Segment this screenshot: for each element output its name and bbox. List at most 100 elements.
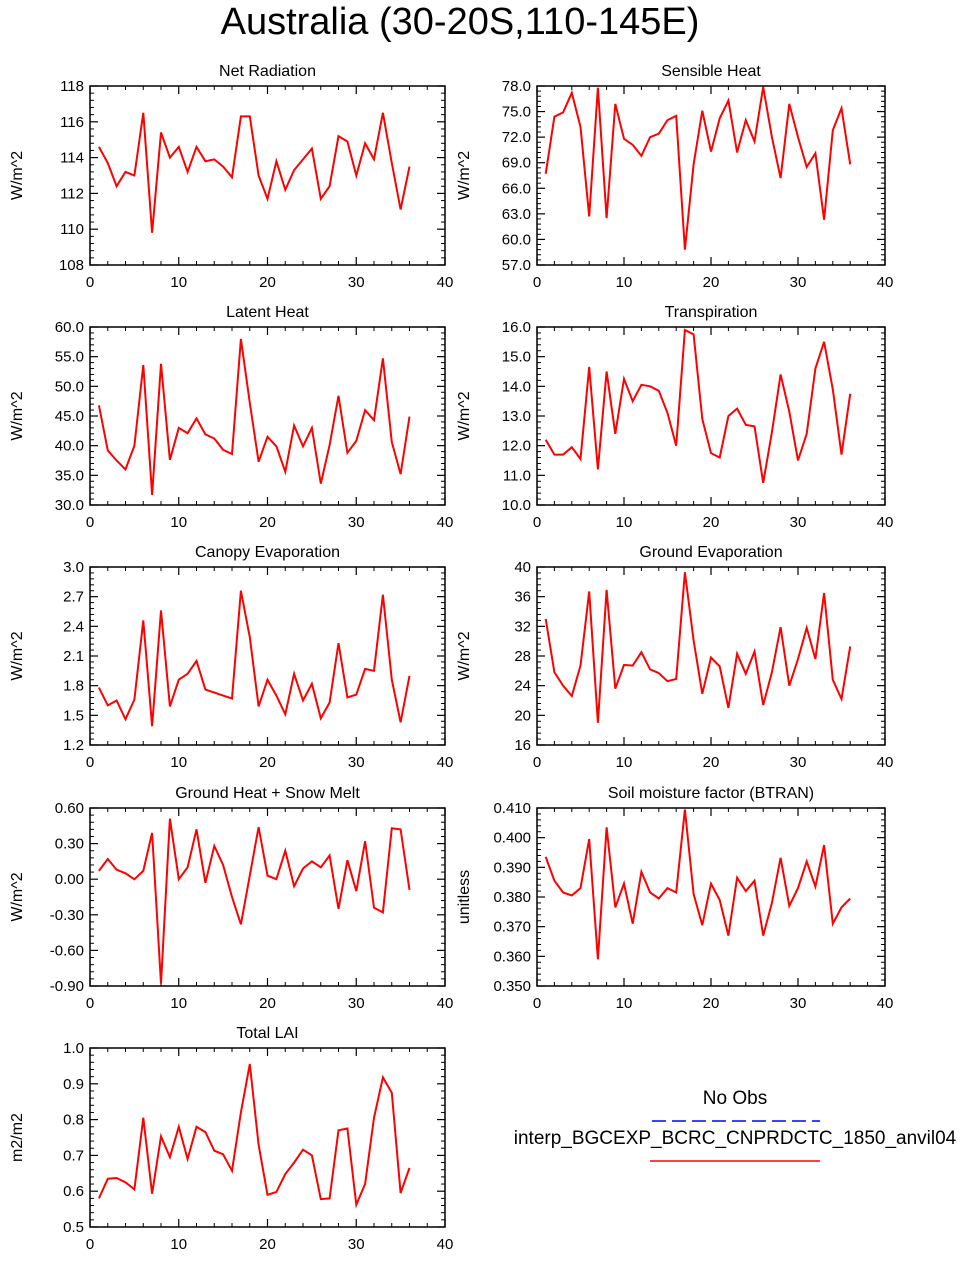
y-tick-label: 30.0 xyxy=(55,497,84,514)
y-tick-label: 60.0 xyxy=(502,231,531,248)
x-tick-label: 20 xyxy=(259,754,276,771)
y-tick-label: 0.30 xyxy=(55,836,84,853)
y-tick-label: 0.370 xyxy=(493,919,531,936)
chart-panel: 0 10 20 30 40 30.0 35.0 40.0 45.0 50.0 55.0 60.0 Lat… xyxy=(9,304,453,531)
plot-frame xyxy=(89,566,446,746)
series-line xyxy=(98,590,411,727)
chart-panel: 0 10 20 30 40 10.0 11.0 12.0 13.0 14.0 15.0 16.0 Tra… xyxy=(456,304,893,531)
panel-title: Latent Heat xyxy=(226,304,309,321)
y-tick-label: 15.0 xyxy=(502,349,531,366)
y-tick-label: 24 xyxy=(514,678,531,695)
panel-title: Canopy Evaporation xyxy=(195,544,340,561)
y-tick-label: 2.7 xyxy=(63,589,84,606)
x-tick-label: 40 xyxy=(877,274,894,291)
x-tick-label: 10 xyxy=(170,1236,187,1253)
x-tick-label: 20 xyxy=(703,754,720,771)
x-tick-label: 0 xyxy=(533,754,541,771)
panel-title: Soil moisture factor (BTRAN) xyxy=(608,785,814,802)
y-axis-label: W/m^2 xyxy=(9,631,26,680)
y-tick-label: 11.0 xyxy=(503,467,531,484)
y-tick-label: 0.360 xyxy=(493,948,531,965)
x-tick-label: 30 xyxy=(348,754,365,771)
x-tick-label: 30 xyxy=(790,754,807,771)
legend-obs-swatch xyxy=(652,1120,820,1122)
y-axis-label: unitless xyxy=(456,870,473,924)
y-tick-label: 75.0 xyxy=(502,104,531,121)
chart-panel: 0 10 20 30 40 1.2 1.5 1.8 2.1 2.4 2.7 3.0 Canopy Eva… xyxy=(9,544,453,771)
x-tick-label: 20 xyxy=(259,274,276,291)
y-tick-label: 32 xyxy=(514,618,531,635)
series-line xyxy=(98,112,411,233)
y-tick-label: 40 xyxy=(514,559,531,576)
y-tick-label: 0.8 xyxy=(63,1112,84,1129)
y-axis-label: W/m^2 xyxy=(9,151,26,200)
x-tick-label: 20 xyxy=(703,274,720,291)
y-axis-label: m2/m2 xyxy=(9,1113,26,1162)
panel-title: Net Radiation xyxy=(219,63,316,80)
y-tick-label: 78.0 xyxy=(502,78,531,95)
legend-model-swatch xyxy=(650,1160,820,1162)
panel-title: Sensible Heat xyxy=(661,63,761,80)
plot-frame xyxy=(89,1047,446,1228)
x-tick-label: 20 xyxy=(703,514,720,531)
y-tick-label: 13.0 xyxy=(502,408,531,425)
x-tick-label: 40 xyxy=(437,514,454,531)
y-tick-label: 60.0 xyxy=(55,319,84,336)
plot-frame xyxy=(536,807,886,987)
panel-title: Total LAI xyxy=(236,1025,298,1042)
y-tick-label: 114 xyxy=(60,150,84,167)
y-axis-label: W/m^2 xyxy=(456,391,473,440)
series-line xyxy=(98,818,411,984)
x-tick-label: 0 xyxy=(86,514,94,531)
y-axis-label: W/m^2 xyxy=(9,872,26,921)
y-tick-label: 72.0 xyxy=(502,129,531,146)
y-axis-label: W/m^2 xyxy=(456,151,473,200)
y-tick-label: 118 xyxy=(60,78,84,95)
y-tick-label: 1.2 xyxy=(63,737,84,754)
x-tick-label: 30 xyxy=(790,514,807,531)
y-tick-label: 20 xyxy=(514,707,531,724)
y-tick-label: 116 xyxy=(60,114,84,131)
series-line xyxy=(544,809,851,960)
legend-model-label: interp_BGCEXP_BCRC_CNPRDCTC_1850_anvil04 xyxy=(513,1128,957,1149)
y-tick-label: 69.0 xyxy=(502,155,531,172)
x-tick-label: 30 xyxy=(790,274,807,291)
y-tick-label: 0.6 xyxy=(63,1183,84,1200)
x-tick-label: 40 xyxy=(437,754,454,771)
x-tick-label: 30 xyxy=(348,274,365,291)
y-tick-label: 66.0 xyxy=(502,180,531,197)
y-tick-label: 0.410 xyxy=(493,800,531,817)
y-tick-label: 1.0 xyxy=(63,1040,84,1057)
legend-model: interp_BGCEXP_BCRC_CNPRDCTC_1850_anvil04 xyxy=(455,1128,969,1172)
x-tick-label: 20 xyxy=(703,995,720,1012)
y-tick-label: 63.0 xyxy=(502,206,531,223)
y-axis-label: W/m^2 xyxy=(9,391,26,440)
x-tick-label: 20 xyxy=(259,995,276,1012)
y-tick-label: 0.380 xyxy=(493,889,531,906)
y-tick-label: 55.0 xyxy=(55,349,84,366)
y-tick-label: 45.0 xyxy=(55,408,84,425)
x-tick-label: 10 xyxy=(616,995,633,1012)
y-tick-label: 1.5 xyxy=(63,707,84,724)
y-tick-label: 0.9 xyxy=(63,1076,84,1093)
y-tick-label: 3.0 xyxy=(63,559,84,576)
x-tick-label: 0 xyxy=(533,274,541,291)
x-tick-label: 0 xyxy=(533,514,541,531)
x-tick-label: 0 xyxy=(86,995,94,1012)
chart-panel: 0 10 20 30 40 0.5 0.6 0.7 0.8 0.9 1.0 Total LAI m2/m… xyxy=(9,1025,453,1253)
y-axis-label: W/m^2 xyxy=(456,631,473,680)
y-tick-label: 0.400 xyxy=(493,830,531,847)
x-tick-label: 20 xyxy=(259,514,276,531)
y-tick-label: 28 xyxy=(514,648,531,665)
x-tick-label: 10 xyxy=(170,274,187,291)
x-tick-label: 30 xyxy=(348,995,365,1012)
y-tick-label: 2.4 xyxy=(63,618,84,635)
plot-frame xyxy=(536,326,886,506)
x-tick-label: 30 xyxy=(790,995,807,1012)
x-tick-label: 10 xyxy=(616,754,633,771)
y-tick-label: -0.90 xyxy=(50,978,84,995)
y-tick-label: 12.0 xyxy=(502,438,531,455)
series-line xyxy=(544,86,852,250)
x-tick-label: 10 xyxy=(616,514,633,531)
